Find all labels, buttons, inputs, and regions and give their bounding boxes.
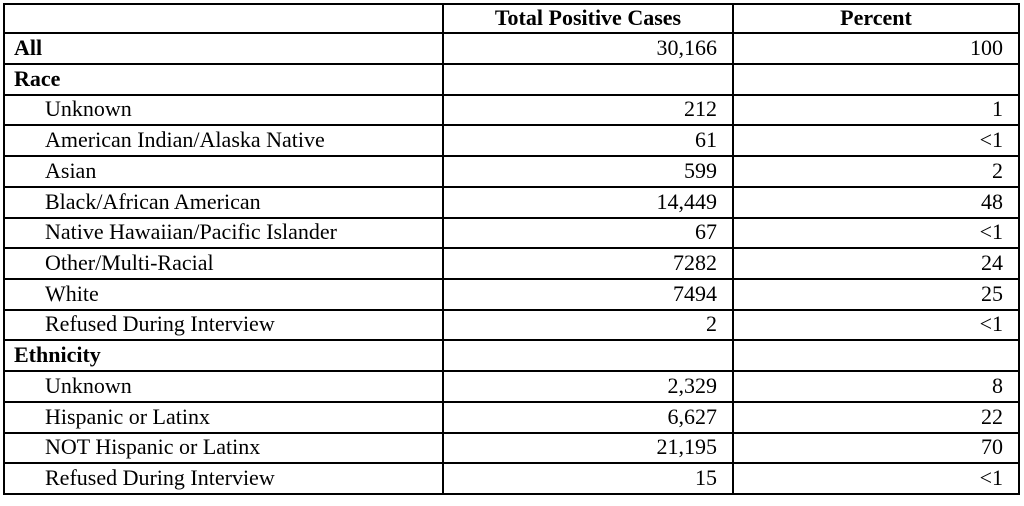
- total-positive-cases-cell: 7494: [442, 277, 734, 311]
- table-row: Hispanic or Latinx 6,627 22: [3, 400, 1020, 434]
- row-label-cell: American Indian/Alaska Native: [3, 124, 444, 158]
- header-total-positive-cases: Total Positive Cases: [442, 2, 734, 35]
- table-row: American Indian/Alaska Native 61 <1: [3, 124, 1020, 158]
- header-category-cell: [3, 2, 444, 35]
- row-label-cell: Black/African American: [3, 185, 444, 219]
- row-label-cell: Hispanic or Latinx: [3, 400, 444, 434]
- table-body: All 30,166 100 Race Unknown 212 1 American Indi…: [3, 32, 1020, 495]
- total-positive-cases-cell: 7282: [442, 247, 734, 280]
- row-label-cell: Refused During Interview: [3, 462, 444, 495]
- row-label-cell: Asian: [3, 155, 444, 188]
- positive-cases-table: Total Positive Cases Percent All 30,166 10…: [3, 2, 1020, 495]
- table-row: All 30,166 100: [3, 32, 1020, 65]
- table-row: Refused During Interview 2 <1: [3, 308, 1020, 342]
- percent-cell: 2: [732, 155, 1020, 188]
- row-label-cell: Race: [3, 62, 444, 96]
- table-row: Black/African American 14,449 48: [3, 185, 1020, 219]
- percent-cell: [732, 339, 1020, 373]
- total-positive-cases-cell: [442, 339, 734, 373]
- percent-cell: 8: [732, 370, 1020, 403]
- total-positive-cases-cell: 2,329: [442, 370, 734, 403]
- percent-cell: 25: [732, 277, 1020, 311]
- row-label-cell: All: [3, 32, 444, 65]
- percent-cell: 22: [732, 400, 1020, 434]
- row-label-cell: Unknown: [3, 93, 444, 127]
- percent-cell: 70: [732, 431, 1020, 465]
- table-row: Unknown 212 1: [3, 93, 1020, 127]
- table-row: Ethnicity: [3, 339, 1020, 373]
- total-positive-cases-cell: 2: [442, 308, 734, 342]
- percent-cell: [732, 62, 1020, 96]
- total-positive-cases-cell: 14,449: [442, 185, 734, 219]
- row-label-cell: Native Hawaiian/Pacific Islander: [3, 216, 444, 250]
- percent-cell: <1: [732, 462, 1020, 495]
- total-positive-cases-cell: 30,166: [442, 32, 734, 65]
- percent-cell: <1: [732, 308, 1020, 342]
- header-percent: Percent: [732, 2, 1020, 35]
- row-label-cell: White: [3, 277, 444, 311]
- total-positive-cases-cell: [442, 62, 734, 96]
- percent-cell: <1: [732, 216, 1020, 250]
- total-positive-cases-cell: 61: [442, 124, 734, 158]
- header-row: Total Positive Cases Percent: [3, 2, 1020, 35]
- row-label-cell: Unknown: [3, 370, 444, 403]
- table-row: Refused During Interview 15 <1: [3, 462, 1020, 495]
- total-positive-cases-cell: 21,195: [442, 431, 734, 465]
- percent-cell: <1: [732, 124, 1020, 158]
- percent-cell: 24: [732, 247, 1020, 280]
- row-label-cell: Ethnicity: [3, 339, 444, 373]
- row-label-cell: Other/Multi-Racial: [3, 247, 444, 280]
- table-row: Unknown 2,329 8: [3, 370, 1020, 403]
- percent-cell: 100: [732, 32, 1020, 65]
- table-row: Native Hawaiian/Pacific Islander 67 <1: [3, 216, 1020, 250]
- percent-cell: 1: [732, 93, 1020, 127]
- table-row: Other/Multi-Racial 7282 24: [3, 247, 1020, 280]
- total-positive-cases-cell: 67: [442, 216, 734, 250]
- table-row: NOT Hispanic or Latinx 21,195 70: [3, 431, 1020, 465]
- table-row: White 7494 25: [3, 277, 1020, 311]
- total-positive-cases-cell: 599: [442, 155, 734, 188]
- table-row: Race: [3, 62, 1020, 96]
- total-positive-cases-cell: 15: [442, 462, 734, 495]
- total-positive-cases-cell: 6,627: [442, 400, 734, 434]
- percent-cell: 48: [732, 185, 1020, 219]
- table-row: Asian 599 2: [3, 155, 1020, 188]
- row-label-cell: Refused During Interview: [3, 308, 444, 342]
- total-positive-cases-cell: 212: [442, 93, 734, 127]
- row-label-cell: NOT Hispanic or Latinx: [3, 431, 444, 465]
